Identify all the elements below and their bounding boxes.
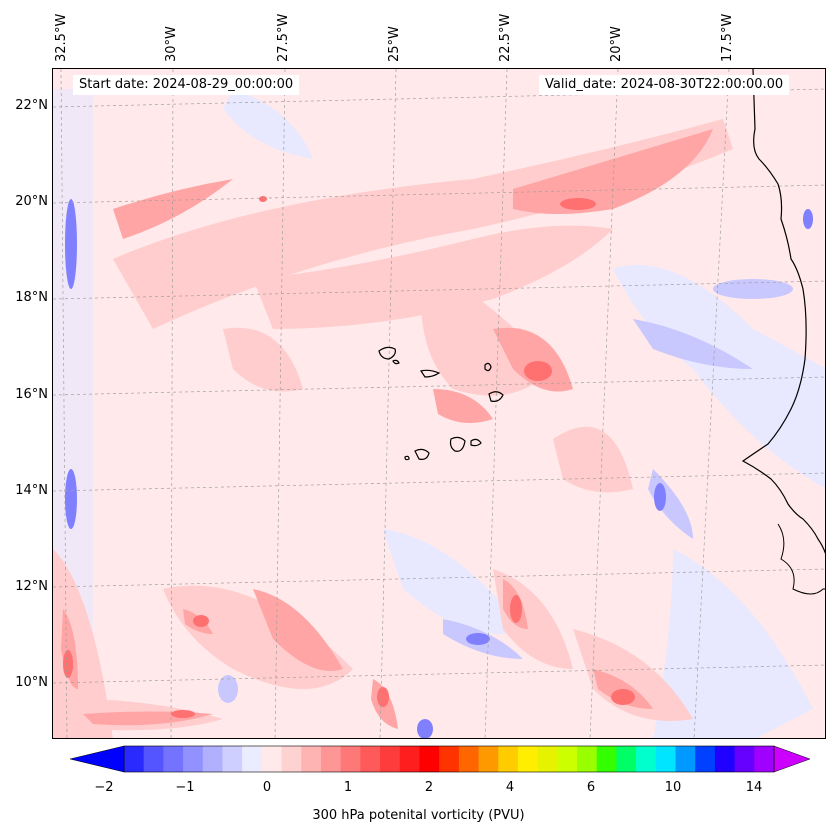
colorbar-cell — [695, 746, 716, 772]
colorbar-tick-2: 2 — [424, 780, 434, 795]
colorbar-cell — [360, 746, 381, 772]
graticule — [53, 69, 825, 738]
lon-label-27-5w: 27.5°W — [276, 13, 291, 62]
lat-label-16n: 16°N — [15, 387, 48, 402]
colorbar-tick-4: 4 — [505, 780, 515, 795]
colorbar-cell — [616, 746, 637, 772]
colorbar-label: 300 hPa potenital vorticity (PVU) — [312, 808, 525, 823]
colorbar-cell — [143, 746, 164, 772]
colorbar-cell — [714, 746, 736, 772]
colorbar-cell — [537, 746, 558, 772]
colorbar-tick-0: 0 — [262, 780, 272, 795]
lon-label-32-5w: 32.5°W — [54, 13, 69, 62]
colorbar-tick-14: 14 — [745, 780, 763, 795]
lat-label-22n: 22°N — [15, 98, 48, 113]
lon-label-25w: 25°W — [387, 26, 402, 62]
colorbar-cell — [301, 746, 322, 772]
lon-label-20w: 20°W — [609, 26, 624, 62]
colorbar-tick-10: 10 — [664, 780, 682, 795]
lat-label-10n: 10°N — [15, 675, 48, 690]
colorbar-outline — [123, 745, 775, 773]
colorbar-cell — [340, 746, 361, 772]
africa-coastline — [741, 69, 825, 554]
colorbar-right-extend — [773, 745, 810, 773]
colorbar — [70, 745, 810, 773]
colorbar-cell — [458, 746, 480, 772]
valid-date-label: Valid_date: 2024-08-30T22:00:00.00 — [539, 75, 790, 95]
start-date-label: Start date: 2024-08-29_00:00:00 — [73, 75, 300, 95]
colorbar-cell — [124, 746, 145, 772]
colorbar-cell — [320, 746, 342, 772]
colorbar-cell — [281, 746, 302, 772]
colorbar-cell — [222, 746, 243, 772]
colorbar-cell — [261, 746, 283, 772]
colorbar-cell — [517, 746, 539, 772]
colorbar-cell — [754, 746, 775, 772]
colorbar-cell — [557, 746, 578, 772]
lon-label-22-5w: 22.5°W — [498, 13, 513, 62]
colorbar-cell — [183, 746, 204, 772]
colorbar-cell — [577, 746, 598, 772]
colorbar-cells — [124, 746, 775, 772]
colorbar-cell — [734, 746, 755, 772]
colorbar-cell — [498, 746, 519, 772]
lat-label-12n: 12°N — [15, 579, 48, 594]
colorbar-tick-neg2: −2 — [94, 780, 114, 795]
africa-coastline-south — [777, 523, 825, 595]
colorbar-cell — [399, 746, 420, 772]
colorbar-tick-1: 1 — [343, 780, 353, 795]
pv-field-map — [53, 69, 825, 738]
colorbar-cell — [478, 746, 499, 772]
colorbar-cell — [675, 746, 696, 772]
lat-label-20n: 20°N — [15, 194, 48, 209]
colorbar-cell — [655, 746, 677, 772]
colorbar-cell — [380, 746, 401, 772]
map-panel — [52, 68, 826, 739]
colorbar-left-extend — [70, 745, 125, 773]
lat-label-18n: 18°N — [15, 290, 48, 305]
pv-positive-mid — [61, 129, 713, 729]
colorbar-cell — [242, 746, 263, 772]
colorbar-cell — [596, 746, 617, 772]
colorbar-cell — [419, 746, 440, 772]
lon-label-17-5w: 17.5°W — [720, 13, 735, 62]
colorbar-tick-6: 6 — [586, 780, 596, 795]
colorbar-cell — [439, 746, 460, 772]
cape-verde-islands — [378, 346, 504, 461]
colorbar-cell — [202, 746, 223, 772]
pv-negative-strong — [65, 199, 813, 738]
lat-label-14n: 14°N — [15, 483, 48, 498]
colorbar-cell — [163, 746, 184, 772]
colorbar-cell — [636, 746, 657, 772]
lon-label-30w: 30°W — [164, 26, 179, 62]
pv-positive-strong — [63, 196, 635, 718]
colorbar-tick-neg1: −1 — [175, 780, 195, 795]
